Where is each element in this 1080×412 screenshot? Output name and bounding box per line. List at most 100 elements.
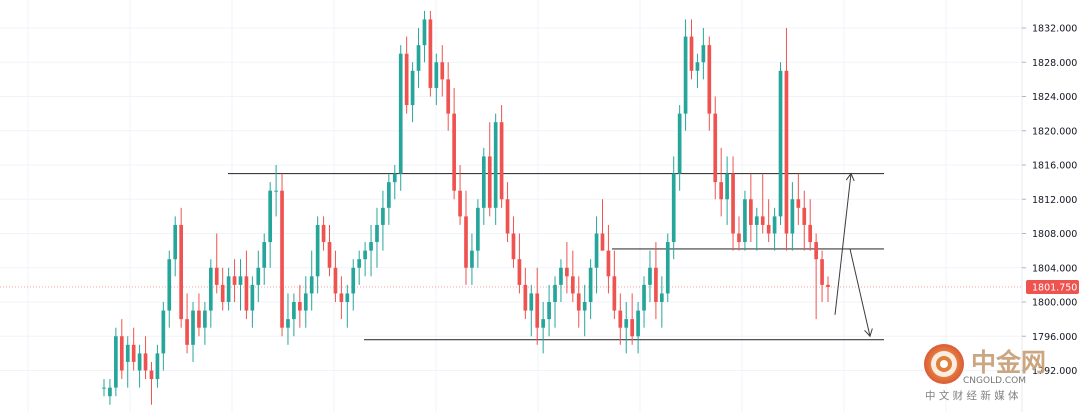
candle bbox=[547, 284, 551, 337]
price-tick-label: 1812.000 bbox=[1032, 195, 1077, 206]
candle-body bbox=[197, 310, 201, 328]
candle bbox=[725, 156, 729, 225]
candle-body bbox=[208, 267, 213, 311]
candle-body bbox=[220, 284, 225, 302]
candle-body bbox=[452, 113, 456, 191]
candle-body bbox=[309, 276, 314, 294]
candle-body bbox=[737, 233, 741, 243]
candle-body bbox=[440, 62, 445, 80]
candle bbox=[464, 190, 468, 285]
candle bbox=[677, 105, 682, 191]
candle-body bbox=[790, 199, 795, 234]
level-lines bbox=[0, 173, 1022, 341]
candle-body bbox=[446, 79, 451, 114]
candle bbox=[203, 302, 207, 345]
candle-body bbox=[701, 45, 706, 63]
candle-body bbox=[517, 259, 522, 285]
candle-body bbox=[173, 224, 178, 260]
price-tick-label: 1800.000 bbox=[1032, 298, 1077, 309]
candle-body bbox=[772, 216, 777, 234]
candle-body bbox=[766, 224, 771, 234]
candle-body bbox=[820, 259, 824, 285]
candle-body bbox=[582, 302, 587, 311]
candle bbox=[553, 276, 557, 328]
candle bbox=[232, 259, 237, 302]
candle bbox=[315, 216, 320, 294]
candle-body bbox=[553, 284, 557, 302]
candle-body bbox=[167, 259, 172, 311]
candle bbox=[814, 233, 818, 320]
candle bbox=[369, 224, 373, 277]
candle bbox=[778, 62, 783, 225]
candle-body bbox=[654, 267, 658, 302]
candle-body bbox=[802, 207, 807, 225]
candle-body bbox=[499, 122, 504, 200]
candle bbox=[600, 199, 605, 251]
candle bbox=[713, 96, 718, 200]
candle-body bbox=[387, 182, 391, 208]
candle bbox=[345, 284, 350, 328]
candle-body bbox=[511, 233, 516, 260]
annotation-arrows bbox=[834, 172, 873, 338]
candle-body bbox=[238, 276, 243, 285]
candle-body bbox=[535, 293, 540, 328]
candle bbox=[446, 62, 451, 131]
candle bbox=[743, 190, 747, 251]
candle bbox=[630, 293, 635, 345]
candle bbox=[452, 87, 456, 200]
candle bbox=[226, 267, 231, 311]
candle bbox=[499, 105, 504, 208]
candle-body bbox=[203, 310, 207, 328]
candle-body bbox=[671, 173, 676, 243]
candle bbox=[410, 62, 415, 123]
candle bbox=[772, 207, 777, 251]
candle bbox=[220, 267, 225, 311]
price-tick-label: 1832.000 bbox=[1032, 24, 1077, 35]
candle-body bbox=[274, 190, 278, 192]
candle bbox=[339, 276, 344, 320]
candle-body bbox=[565, 267, 569, 277]
candle-body bbox=[280, 190, 284, 328]
candle bbox=[125, 336, 130, 388]
candle-body bbox=[683, 36, 688, 114]
price-tick-label: 1796.000 bbox=[1032, 332, 1077, 343]
candle-body bbox=[624, 319, 629, 328]
candle bbox=[576, 276, 581, 328]
candle-body bbox=[143, 353, 148, 371]
candle bbox=[582, 284, 587, 337]
candle bbox=[606, 224, 611, 294]
candle-body bbox=[630, 319, 635, 337]
candle bbox=[654, 242, 658, 320]
price-tick-label: 1804.000 bbox=[1032, 263, 1077, 274]
candle bbox=[155, 344, 160, 388]
candle-body bbox=[618, 310, 623, 328]
candle bbox=[481, 147, 486, 225]
candle-body bbox=[487, 156, 492, 208]
price-tick-label: 1820.000 bbox=[1032, 126, 1077, 137]
candle-body bbox=[185, 319, 189, 345]
candle-body bbox=[541, 319, 545, 328]
candle bbox=[541, 302, 545, 354]
candle bbox=[392, 165, 397, 200]
candle bbox=[642, 276, 646, 328]
candle-body bbox=[108, 387, 112, 397]
candle bbox=[719, 147, 724, 217]
candle-body bbox=[232, 276, 237, 285]
candle bbox=[303, 276, 308, 328]
candle bbox=[511, 216, 516, 268]
candle bbox=[470, 233, 474, 285]
candle-body bbox=[244, 276, 249, 311]
candle-body bbox=[659, 293, 664, 302]
candle-body bbox=[345, 293, 350, 302]
candle-body bbox=[155, 353, 160, 380]
candle-body bbox=[612, 276, 617, 311]
candle-body bbox=[784, 70, 789, 234]
candle bbox=[143, 336, 148, 380]
candle bbox=[826, 276, 830, 302]
candle-body bbox=[470, 250, 474, 268]
candle bbox=[636, 302, 640, 354]
candle bbox=[327, 224, 332, 277]
candle bbox=[161, 302, 166, 371]
candle-body bbox=[422, 19, 427, 46]
